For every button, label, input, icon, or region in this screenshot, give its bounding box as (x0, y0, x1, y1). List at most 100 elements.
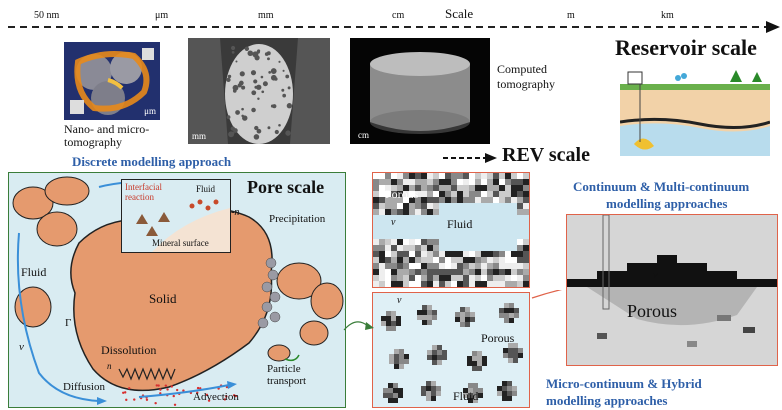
rev-voxel (523, 263, 529, 269)
rev-voxel (505, 251, 511, 257)
rev-voxel (385, 215, 391, 221)
rev-voxel (505, 257, 511, 263)
advection-label: Advection (193, 391, 239, 403)
rev-voxel (445, 269, 451, 275)
grain-voxel (478, 388, 483, 393)
solute-particle (122, 391, 125, 394)
rev-voxel (457, 251, 463, 257)
rev-voxel (481, 221, 487, 227)
rev-voxel (505, 203, 511, 209)
rev-voxel (523, 287, 529, 288)
rev-voxel (511, 209, 517, 215)
pore-speck (268, 71, 271, 74)
grain-voxel (497, 391, 502, 396)
rev-voxel (493, 245, 499, 251)
rev-voxel (379, 281, 385, 287)
rev-voxel (433, 227, 439, 233)
rev-voxel (421, 233, 427, 239)
grain-voxel (507, 381, 512, 386)
rev-voxel (511, 251, 517, 257)
rev-voxel (385, 203, 391, 209)
pore-speck (242, 115, 248, 121)
rev-voxel (409, 227, 415, 233)
rev-voxel (403, 245, 409, 251)
rev-voxel (475, 263, 481, 269)
rev-voxel (439, 275, 445, 281)
rev-voxel (505, 179, 511, 185)
rev-voxel (403, 251, 409, 257)
rev-fluid-label: Fluid (447, 217, 473, 231)
rev-voxel (523, 179, 529, 185)
rev-voxel (385, 233, 391, 239)
rev-voxel (379, 203, 385, 209)
grain-voxel (421, 386, 426, 391)
rev-voxel (469, 227, 475, 233)
rev-voxel (397, 209, 403, 215)
rev-voxel (481, 263, 487, 269)
grain-voxel (436, 391, 441, 396)
rev-voxel (439, 221, 445, 227)
rev-voxel (457, 287, 463, 288)
rev-voxel (445, 281, 451, 287)
rev-voxel (451, 239, 457, 245)
pore-speck (264, 52, 269, 56)
rev-voxel (439, 257, 445, 263)
rev-voxel (487, 269, 493, 275)
rev-voxel (433, 179, 439, 185)
rev-voxel (517, 221, 523, 227)
rev-voxel (445, 185, 451, 191)
rev-voxel (433, 287, 439, 288)
grain-voxel (398, 393, 403, 398)
rev-voxel (505, 233, 511, 239)
rev-voxel (499, 227, 505, 233)
rev-voxel (493, 215, 499, 221)
rev-voxel (451, 173, 457, 179)
pore-speck (226, 115, 231, 119)
grain-voxel (399, 359, 404, 364)
grain-voxel (422, 305, 427, 310)
rev-voxel (481, 191, 487, 197)
solute-particle (223, 398, 227, 401)
grain-voxel (393, 383, 398, 388)
rev-voxel (427, 269, 433, 275)
rev-voxel (475, 185, 481, 191)
rev-voxel (397, 173, 403, 179)
grain-voxel (399, 364, 404, 369)
rev-voxel (529, 173, 530, 179)
rev-voxel (451, 233, 457, 239)
rev-voxel (409, 245, 415, 251)
rev-voxel (523, 257, 529, 263)
rev-voxel (493, 179, 499, 185)
rev-voxel (421, 251, 427, 257)
rev-voxel (505, 281, 511, 287)
grain-voxel (432, 350, 437, 355)
rev-voxel (445, 209, 451, 215)
rev-voxel (511, 257, 517, 263)
rev-voxel (523, 209, 529, 215)
rev-voxel (445, 197, 451, 203)
solute-particle (154, 401, 157, 405)
rev-voxel (373, 191, 379, 197)
rev-voxel (517, 263, 523, 269)
rev-voxel (517, 239, 523, 245)
rev-voxel (439, 263, 445, 269)
rev-voxel (427, 173, 433, 179)
pore-speck (232, 84, 239, 91)
rev-voxel (397, 287, 403, 288)
rev-voxel (409, 221, 415, 227)
grain-voxel (460, 322, 465, 327)
rev-porous-label: Porous (385, 187, 419, 201)
grain-voxel (465, 312, 470, 317)
rev-voxel (415, 191, 421, 197)
grain-voxel (507, 386, 512, 391)
rev-voxel (499, 233, 505, 239)
rev-voxel (523, 221, 529, 227)
rev-voxel (415, 275, 421, 281)
grain-voxel (426, 396, 431, 401)
rev-voxel (487, 287, 493, 288)
rev-voxel (391, 287, 397, 288)
grain-voxel (508, 343, 513, 348)
rev-voxel (385, 269, 391, 275)
rev-voxel (499, 203, 505, 209)
rev-voxel (493, 239, 499, 245)
